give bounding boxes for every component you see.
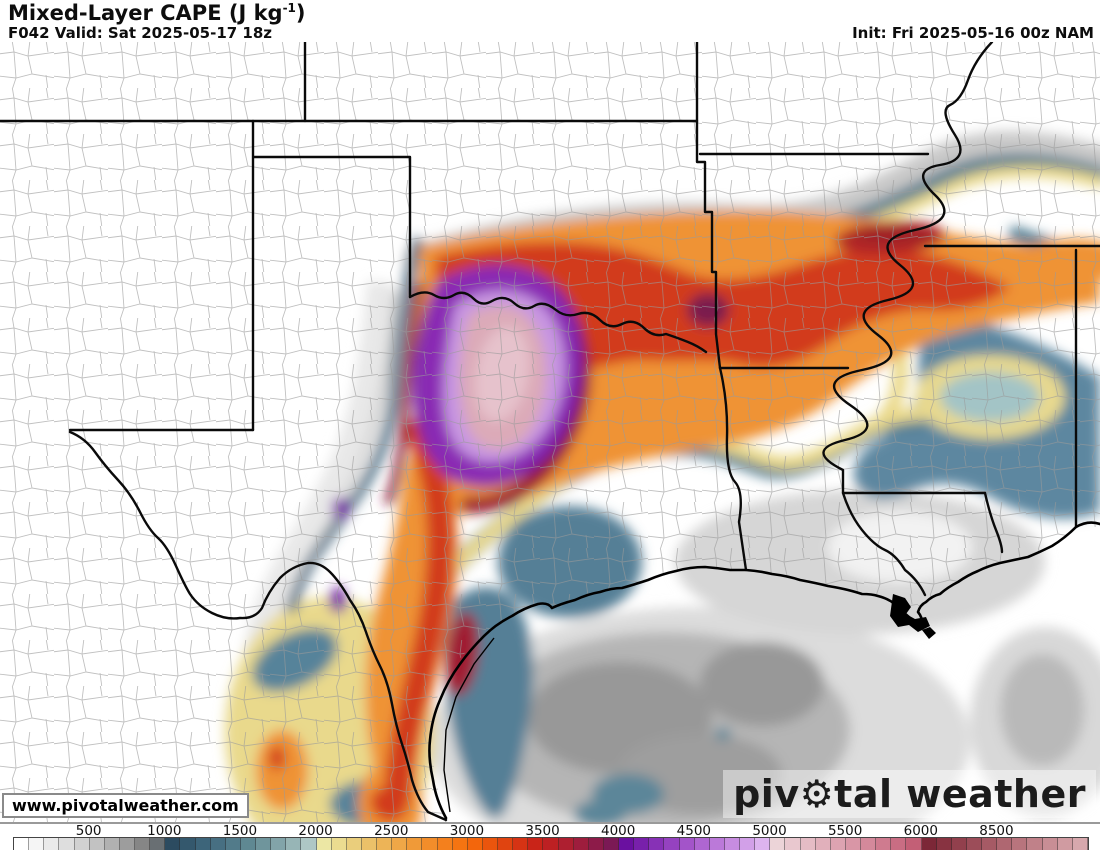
border-red-river — [408, 291, 708, 354]
valid-time-label: F042 Valid: Sat 2025-05-17 18z — [8, 24, 273, 42]
border-rio-grande — [68, 430, 448, 822]
coastline-layer — [428, 521, 1100, 820]
gear-icon: ⚙ — [799, 772, 835, 816]
cape-map-svg — [0, 42, 1100, 822]
pivotal-weather-logo: piv⚙tal weather — [723, 770, 1096, 818]
init-time-label: Init: Fri 2025-05-16 00z NAM — [852, 24, 1094, 42]
coastline-padre-island — [443, 637, 495, 813]
fill-gulf-blue-3 — [715, 728, 731, 740]
border-mississippi-river — [822, 42, 994, 597]
colorbar-cells — [13, 837, 1089, 850]
colorbar-labels: 500 1000 1500 2000 2500 3000 3500 4000 4500 5000 5… — [75, 823, 1014, 839]
logo-text-1: piv — [733, 772, 800, 816]
watermark-url: www.pivotalweather.com — [2, 793, 249, 818]
fill-gulf-gray-core2 — [700, 642, 824, 726]
state-borders-layer — [0, 42, 1100, 822]
logo-text-2: tal weather — [834, 772, 1086, 816]
border-tx-la-sabine — [718, 366, 748, 572]
coastline-gulf — [428, 521, 1100, 820]
fill-gulf-blue-2 — [574, 800, 626, 822]
mississippi-delta-marsh — [890, 594, 936, 639]
border-texas-panhandle — [251, 119, 412, 432]
cape-colorbar: 500 1000 1500 2000 2500 3000 3500 4000 4500 5000 5… — [0, 822, 1100, 850]
fill-se-gray-core — [1000, 654, 1084, 766]
map-canvas: www.pivotalweather.com piv⚙tal weather — [0, 42, 1100, 822]
border-pearl-river — [983, 491, 1004, 554]
map-title: Mixed-Layer CAPE (J kg-1) — [8, 1, 306, 25]
map-header: Mixed-Layer CAPE (J kg-1) F042 Valid: Sa… — [0, 0, 1100, 42]
border-ok-ar — [695, 42, 722, 370]
